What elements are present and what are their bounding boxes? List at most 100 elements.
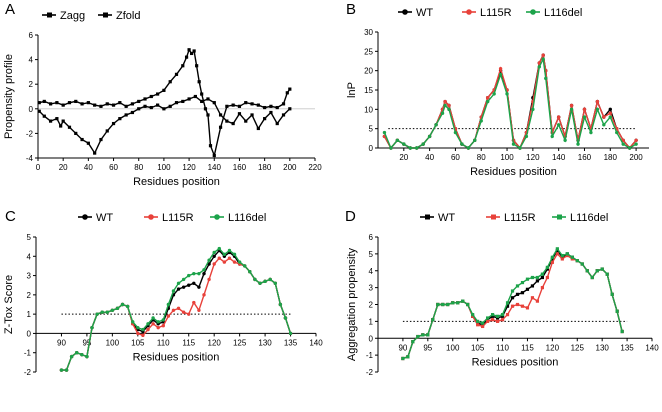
- panel-a-series-zagg-point: [130, 102, 135, 106]
- panel-d-series-l115r-point: [505, 313, 510, 317]
- panel-d-series-l116del-point: [620, 329, 624, 334]
- panel-b-series-l116del-point: [440, 111, 445, 115]
- panel-c-series-l116del-point: [197, 271, 201, 276]
- panel-a-series-zagg-point: [197, 80, 201, 84]
- panel-b-series-l116del-point: [563, 138, 567, 142]
- panel-d-series-l116del-point: [416, 334, 420, 339]
- panel-d-legend-wt-label: WT: [438, 212, 455, 224]
- panel-a-x-tick-label: 40: [84, 163, 93, 172]
- panel-a-series-zagg: [37, 48, 292, 158]
- panel-b: B 0 5 10 15 20 25 30 20 40 60 80 100 120 140 160 180 200 R…: [346, 1, 649, 178]
- panel-b-x-tick-label: 200: [629, 153, 643, 162]
- panel-a-x-tick-label: 200: [283, 163, 297, 172]
- panel-c-series-l116del-point: [80, 352, 84, 357]
- panel-d-series-l116del-point: [490, 313, 495, 317]
- panel-d-legend-l115r: L115R: [486, 212, 536, 224]
- panel-a-y-tick-label: -4: [26, 154, 34, 163]
- panel-a-series-zagg-point: [184, 55, 189, 59]
- panel-a-series-zagg-point: [61, 103, 65, 107]
- panel-a-series-zagg-point: [37, 101, 41, 105]
- panel-c-series-l115r-point: [207, 277, 211, 282]
- panel-d-series-l116del-point: [476, 319, 480, 323]
- panel-a-series-zagg-point: [162, 88, 166, 92]
- panel-d-series-l116del-point: [610, 292, 614, 296]
- panel-d-y-tick-label: 4: [369, 267, 374, 276]
- panel-d-series-l116del-point: [550, 255, 554, 259]
- panel-d-series-l116del-point: [495, 314, 500, 318]
- panel-d-x-tick-label: 140: [645, 343, 659, 352]
- panel-d-legend-l115r-label: L115R: [504, 212, 536, 224]
- panel-a-series-zfold-point: [181, 99, 185, 104]
- panel-a-letter: A: [5, 1, 15, 18]
- panel-c-series-l116del-point: [217, 246, 221, 251]
- panel-a-legend-zagg-label: Zagg: [60, 10, 85, 22]
- panel-a-series-zagg-point: [190, 51, 194, 56]
- panel-c-y-axis-label: Z-Tox Score: [3, 275, 15, 334]
- panel-b-series-l116del-point: [602, 123, 606, 127]
- panel-d-legend-l115r-marker: [491, 214, 496, 220]
- panel-c-series-l116del-point: [258, 281, 262, 285]
- panel-c-series-l115r-point: [202, 293, 206, 297]
- panel-c-series-l116del-point: [64, 368, 69, 372]
- panel-d-series-l116del-point: [595, 269, 599, 273]
- panel-b-series-l116del-point: [434, 123, 438, 127]
- panel-c-legend-l116del: L116del: [210, 212, 266, 224]
- panel-a-series-zagg-point: [111, 103, 116, 107]
- panel-a-series-zagg-point: [256, 103, 260, 107]
- panel-a-series-zagg-point: [281, 102, 286, 106]
- panel-a-y-axis-label: Propensity profile: [3, 54, 15, 139]
- panel-b-series-l115r-point: [621, 138, 625, 142]
- panel-c-legend-l115r-marker: [148, 214, 154, 220]
- panel-c-series-l115r-point: [166, 314, 171, 318]
- panel-a-y-tick-label: 0: [29, 105, 34, 114]
- panel-d-series-wt-point: [481, 323, 485, 327]
- panel-c-series-l116del-point: [288, 331, 293, 336]
- panel-a-series-zagg-point: [80, 102, 84, 106]
- panel-b-y-tick-label: 15: [364, 86, 373, 95]
- panel-c-y-tick-label: 2: [27, 291, 32, 300]
- panel-d-series-l116del-point: [426, 333, 430, 337]
- panel-c-series-l116del-point: [176, 281, 181, 285]
- panel-d-x-axis-label: Residues position: [472, 356, 559, 368]
- panel-d-series-l115r-point: [481, 324, 485, 329]
- panel-d-series-l116del-point: [580, 262, 584, 266]
- panel-a-series-zfold-point: [149, 105, 153, 110]
- panel-d-x-tick-label: 95: [423, 343, 432, 352]
- panel-c-series-l116del-point: [161, 318, 165, 322]
- panel-c-y-tick-label: -1: [24, 349, 32, 358]
- panel-a-y-tick-label: 2: [29, 80, 34, 89]
- panel-b-series-l116del-point: [615, 130, 619, 135]
- panel-d-y-axis-label: Aggregation propensity: [346, 247, 358, 361]
- panel-b-legend-l116del-label: L116del: [544, 7, 582, 19]
- panel-a-series-zagg-point: [149, 94, 153, 99]
- panel-d-series-l115r-point: [560, 257, 564, 261]
- panel-d-series-wt-point: [545, 267, 549, 271]
- panel-b-legend-l115r-label: L115R: [480, 7, 512, 19]
- panel-a-legend-zfold-label: Zfold: [116, 10, 140, 22]
- panel-d-series-wt-point: [540, 275, 544, 280]
- panel-a-series-zagg-point: [74, 99, 78, 104]
- panel-a-series-zagg-point: [168, 80, 172, 84]
- panel-c-series-l116del-point: [110, 308, 115, 312]
- panel-b-series-l115r: [382, 52, 638, 150]
- panel-c-legend-wt-label: WT: [96, 212, 113, 224]
- panel-d-series-l116del-point: [456, 301, 460, 305]
- panel-d-series-l116del-point: [505, 301, 510, 305]
- panel-d-x-tick-label: 105: [471, 343, 485, 352]
- panel-a-series-zagg-point: [48, 102, 53, 106]
- panel-b-series-l115r-point: [608, 111, 612, 115]
- panel-a-series-zfold-point: [130, 110, 135, 115]
- panel-b-series-l116del-point: [621, 142, 625, 146]
- panel-a-series-zfold-point: [74, 131, 78, 135]
- panel-d-series-l116del-point: [451, 301, 455, 305]
- panel-c-series-l115r-point: [181, 310, 186, 314]
- panel-a-y-tick-label: -2: [26, 129, 34, 138]
- panel-d-series-l116del-point: [406, 355, 410, 359]
- panel-b-y-tick-label: 0: [369, 144, 374, 153]
- panel-a-series-zagg-point: [212, 153, 216, 158]
- panel-c-x-tick-label: 135: [284, 338, 298, 347]
- panel-c-series-l115r-point: [222, 260, 227, 264]
- panel-d-series-l116del-point: [441, 302, 445, 307]
- panel-c-series-l115r-point: [192, 300, 196, 305]
- panel-a-x-tick-label: 120: [182, 163, 196, 172]
